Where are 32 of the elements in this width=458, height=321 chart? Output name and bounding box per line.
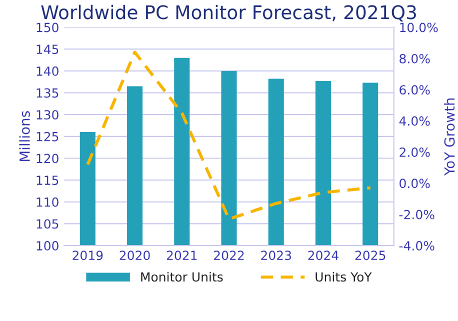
y2-tick-label: 4.0% [399,116,430,126]
x-tick-label: 2020 [120,250,150,260]
x-tick-label: 2021 [166,250,197,260]
y2-tick-label: -4.0% [399,241,434,250]
y-tick-label: 145 [36,44,58,54]
y2-tick-label: 6.0% [400,85,430,95]
y-tick-label: 135 [36,88,58,98]
y-tick-label: 140 [36,66,58,76]
y-tick-label: 115 [36,176,58,186]
legend-label: Monitor Units [141,272,223,282]
line-series [86,50,372,221]
y-tick-label: 105 [36,219,58,229]
y-tick-label: 110 [36,197,58,207]
y-tick-label: 150 [36,22,58,32]
y2-tick-label: 8.0% [400,54,430,64]
y-tick-label: 100 [36,241,58,250]
y-tick-label: 120 [36,154,58,164]
x-tick-label: 2025 [355,250,386,260]
y2-tick-label: -2.0% [399,210,434,220]
y2-tick-label: 0.0% [400,178,430,188]
x-tick-label: 2022 [214,250,244,260]
y-axis-title: Millions [19,111,30,162]
x-tick-label: 2019 [72,250,103,260]
y-tick-label: 125 [36,132,58,142]
legend-label: Units YoY [316,272,372,282]
y2-axis-title: YoY Growth [444,98,455,176]
y2-tick-label: 10.0% [400,22,438,32]
chart-title: Worldwide PC Monitor Forecast, 2021Q3 [41,4,416,22]
y-tick-label: 130 [36,110,58,120]
x-tick-label: 2023 [261,250,292,260]
x-tick-label: 2024 [308,250,338,260]
y2-tick-label: 2.0% [400,147,430,157]
